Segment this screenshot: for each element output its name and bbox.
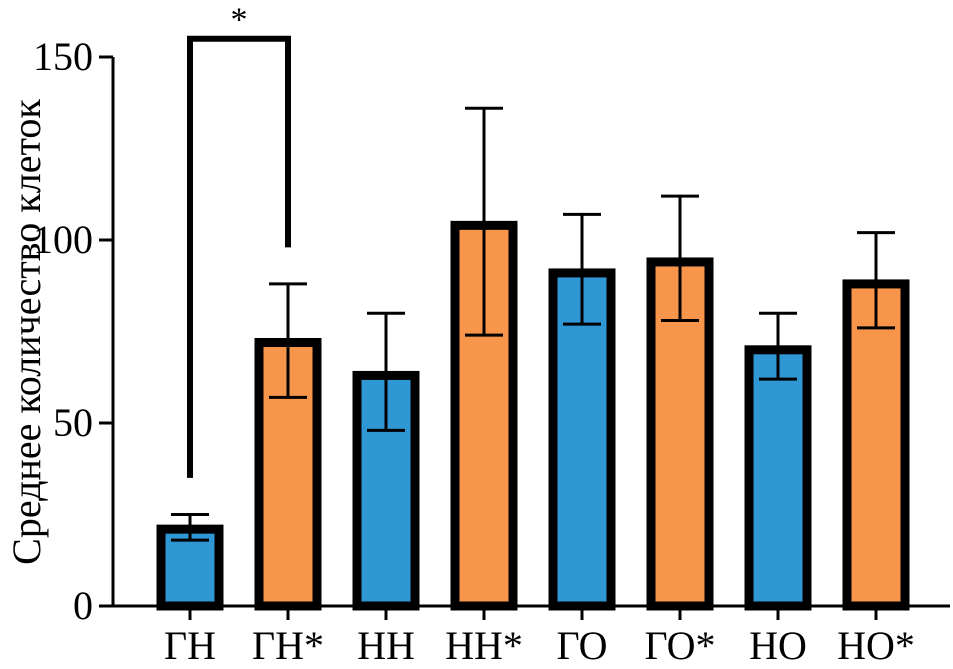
significance-bracket [187,35,291,478]
significance-annotation: * [187,2,291,478]
significance-star: * [231,2,248,39]
y-axis-label: Среднее количество клеток [4,99,49,565]
y-tick-label: 100 [33,217,93,262]
x-tick-label: ГО* [644,623,715,668]
x-tick-label: НН* [445,623,523,668]
bar [842,279,910,611]
x-tick-label: ГО [556,623,607,668]
error-bars [171,106,895,542]
bar [744,345,812,611]
y-tick-label: 50 [53,400,93,445]
x-tick-label: ГН* [252,623,324,668]
axes: 0 50 100 150 ГН ГН* НН НН* ГО ГО* НО НО* [33,34,950,668]
y-tick-label: 150 [33,34,93,79]
x-tick-label: НО* [837,623,915,668]
bars [156,220,910,611]
y-tick-label: 0 [73,583,93,628]
x-tick-label: ГН [164,623,216,668]
x-tick-label: НН [357,623,415,668]
x-tick-label: НО [749,623,807,668]
